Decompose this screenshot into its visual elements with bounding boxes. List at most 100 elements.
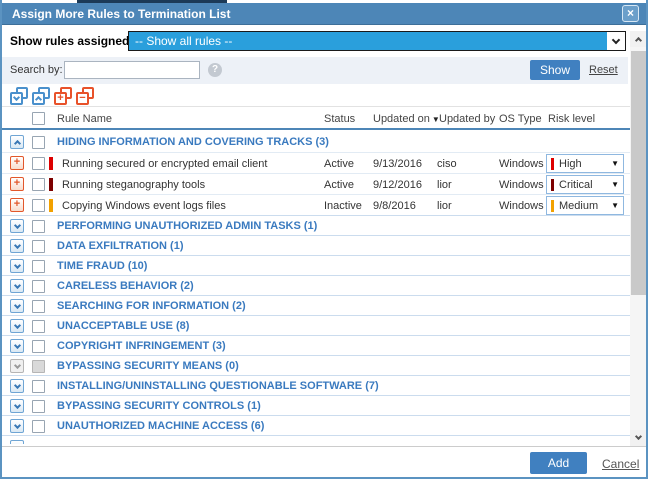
rule-name: Running secured or encrypted email clien… (62, 158, 268, 170)
select-all-checkbox[interactable] (32, 112, 45, 125)
add-rule-icon[interactable]: + (10, 156, 24, 170)
rule-checkbox[interactable] (32, 199, 45, 212)
search-row: Search by: ? Show Reset (2, 57, 628, 84)
select-dropdown-button[interactable] (607, 32, 625, 50)
chevron-down-icon (634, 432, 643, 441)
category-row: HIDING INFORMATION AND COVERING TRACKS (… (2, 132, 630, 152)
category-checkbox[interactable] (32, 340, 45, 353)
check-all-icon[interactable]: + (54, 87, 72, 105)
rule-os-type: Windows (499, 158, 544, 170)
close-icon[interactable]: × (622, 5, 639, 22)
scroll-down-button[interactable] (630, 430, 646, 446)
rule-updated-on: 9/13/2016 (373, 158, 422, 170)
rules-list: HIDING INFORMATION AND COVERING TRACKS (… (2, 132, 630, 444)
category-checkbox[interactable] (32, 260, 45, 273)
rule-name: Copying Windows event logs files (62, 200, 226, 212)
rule-os-type: Windows (499, 200, 544, 212)
rule-updated-on: 9/12/2016 (373, 179, 422, 191)
chevron-up-icon (634, 36, 643, 45)
expand-icon[interactable] (10, 219, 24, 233)
rule-updated-by: lior (437, 179, 452, 191)
category-checkbox[interactable] (32, 320, 45, 333)
risk-level-value: High (559, 157, 582, 170)
expand-icon[interactable] (10, 319, 24, 333)
dialog-titlebar: Assign More Rules to Termination List × (2, 3, 646, 25)
risk-level-select[interactable]: Critical ▼ (546, 175, 624, 194)
category-name: UNACCEPTABLE USE (8) (57, 320, 190, 332)
risk-level-select[interactable]: High ▼ (546, 154, 624, 173)
column-os-type[interactable]: OS Type (499, 113, 542, 125)
reset-link[interactable]: Reset (589, 64, 618, 76)
expand-icon[interactable] (10, 239, 24, 253)
add-rule-icon[interactable]: + (10, 177, 24, 191)
expand-icon[interactable] (10, 339, 24, 353)
risk-color-bar (551, 199, 554, 212)
uncheck-all-icon[interactable]: − (76, 87, 94, 105)
column-updated-on[interactable]: Updated on ▼ (373, 113, 440, 125)
chevron-down-icon (611, 35, 621, 44)
scrollbar-thumb[interactable] (631, 51, 646, 295)
expand-all-icon[interactable] (10, 87, 28, 105)
scroll-up-button[interactable] (630, 31, 646, 47)
category-name: BYPASSING SECURITY MEANS (0) (57, 360, 239, 372)
collapse-icon[interactable] (10, 135, 24, 149)
rule-os-type: Windows (499, 179, 544, 191)
expand-icon[interactable] (10, 259, 24, 273)
category-name: COPYRIGHT INFRINGEMENT (3) (57, 340, 226, 352)
category-checkbox[interactable] (32, 420, 45, 433)
rule-checkbox[interactable] (32, 178, 45, 191)
category-checkbox[interactable] (32, 240, 45, 253)
rule-status: Active (324, 158, 354, 170)
add-rule-icon[interactable]: + (10, 198, 24, 212)
dropdown-arrow-icon: ▼ (611, 180, 619, 189)
category-name: UNAUTHORIZED MACHINE ACCESS (6) (57, 420, 265, 432)
risk-level-select[interactable]: Medium ▼ (546, 196, 624, 215)
column-updated-by[interactable]: Updated by (439, 113, 496, 125)
risk-indicator-bar (49, 199, 53, 212)
rule-name: Running steganography tools (62, 179, 206, 191)
category-name: BYPASSING SECURITY CONTROLS (1) (57, 400, 261, 412)
category-checkbox[interactable] (32, 380, 45, 393)
expand-icon[interactable] (10, 419, 24, 433)
collapse-all-icon[interactable] (32, 87, 50, 105)
category-row: UNACCEPTABLE USE (8) (2, 315, 630, 335)
column-risk-level[interactable]: Risk level (548, 113, 596, 125)
sort-desc-icon: ▼ (431, 115, 440, 124)
category-row: INSTALLING/UNINSTALLING QUESTIONABLE SOF… (2, 375, 630, 395)
expand-icon[interactable] (10, 399, 24, 413)
dropdown-arrow-icon: ▼ (611, 201, 619, 210)
vertical-scrollbar[interactable] (630, 31, 646, 446)
column-status[interactable]: Status (324, 113, 356, 125)
category-checkbox[interactable] (32, 220, 45, 233)
category-checkbox[interactable] (32, 300, 45, 313)
rule-status: Active (324, 179, 354, 191)
search-input[interactable] (64, 61, 200, 79)
rule-checkbox[interactable] (32, 157, 45, 170)
risk-level-value: Critical (559, 178, 593, 191)
dialog-title: Assign More Rules to Termination List (12, 7, 231, 21)
category-row: DATA EXFILTRATION (1) (2, 235, 630, 255)
list-toolbar: + − (10, 87, 98, 105)
rule-updated-by: lior (437, 200, 452, 212)
search-label: Search by: (10, 64, 63, 76)
category-name: SEARCHING FOR INFORMATION (2) (57, 300, 246, 312)
expand-icon[interactable] (10, 299, 24, 313)
expand-icon[interactable] (10, 359, 24, 373)
category-name: DATA EXFILTRATION (1) (57, 240, 184, 252)
expand-icon[interactable] (10, 440, 24, 444)
category-checkbox[interactable] (32, 400, 45, 413)
help-icon: ? (208, 63, 222, 77)
category-checkbox[interactable] (32, 136, 45, 149)
add-button[interactable]: Add (530, 452, 587, 474)
category-checkbox[interactable] (32, 280, 45, 293)
show-button[interactable]: Show (530, 60, 580, 80)
category-row: PERFORMING UNAUTHORIZED ADMIN TASKS (1) (2, 215, 630, 235)
rules-filter-select[interactable]: -- Show all rules -- (128, 31, 626, 51)
expand-icon[interactable] (10, 379, 24, 393)
category-row: BYPASSING SECURITY CONTROLS (1) (2, 395, 630, 415)
column-rule-name[interactable]: Rule Name (57, 113, 113, 125)
category-name: PERFORMING UNAUTHORIZED ADMIN TASKS (1) (57, 220, 318, 232)
cancel-link[interactable]: Cancel (602, 457, 640, 471)
expand-icon[interactable] (10, 279, 24, 293)
